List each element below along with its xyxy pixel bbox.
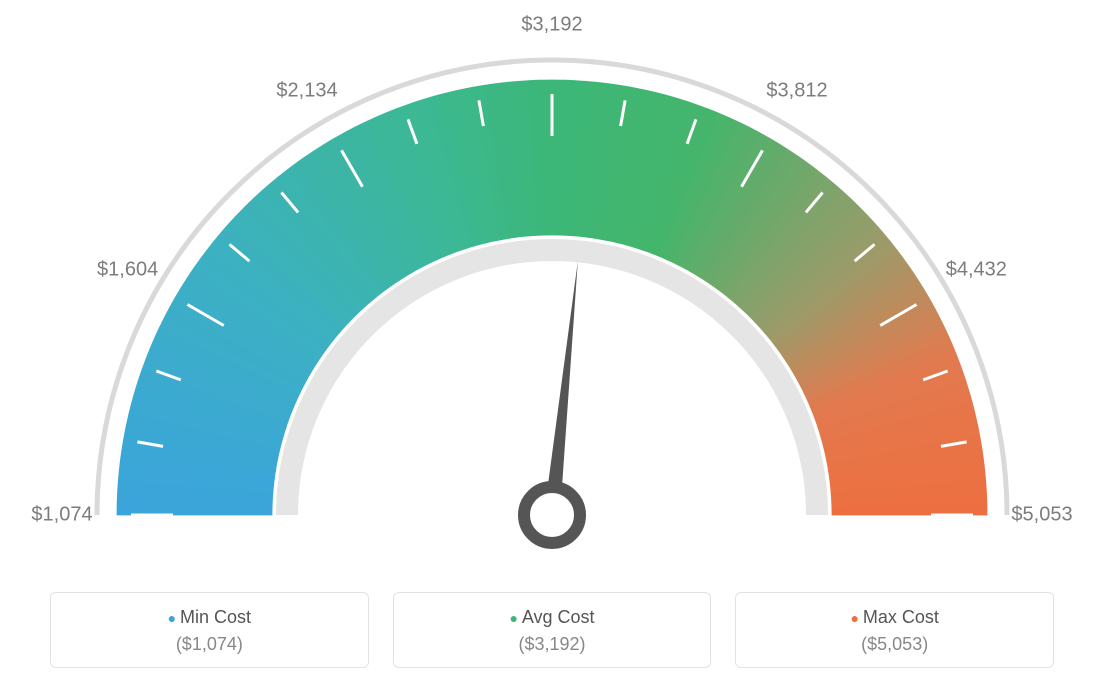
gauge-tick-label: $3,812 [766, 79, 827, 102]
gauge-svg [0, 20, 1104, 560]
legend-card-max: Max Cost ($5,053) [735, 592, 1054, 668]
gauge-tick-label: $2,134 [276, 79, 337, 102]
gauge-tick-label: $3,192 [521, 14, 582, 37]
legend-min-value: ($1,074) [61, 634, 358, 655]
gauge-area: $1,074$1,604$2,134$3,192$3,812$4,432$5,0… [0, 20, 1104, 560]
gauge-tick-label: $5,053 [1011, 504, 1072, 527]
gauge-tick-label: $4,432 [946, 259, 1007, 282]
legend-card-min: Min Cost ($1,074) [50, 592, 369, 668]
legend-avg-label: Avg Cost [404, 607, 701, 628]
gauge-tick-label: $1,604 [97, 259, 158, 282]
legend-max-label: Max Cost [746, 607, 1043, 628]
cost-gauge-chart: $1,074 $1,604 $2,134 $3,192 $3,812 $4,432 $5,0… [0, 0, 1104, 690]
legend-card-avg: Avg Cost ($3,192) [393, 592, 712, 668]
legend-max-value: ($5,053) [746, 634, 1043, 655]
gauge-tick-label: $1,074 [31, 504, 92, 527]
legend-avg-value: ($3,192) [404, 634, 701, 655]
legend-row: Min Cost ($1,074) Avg Cost ($3,192) Max … [50, 592, 1054, 668]
legend-min-label: Min Cost [61, 607, 358, 628]
